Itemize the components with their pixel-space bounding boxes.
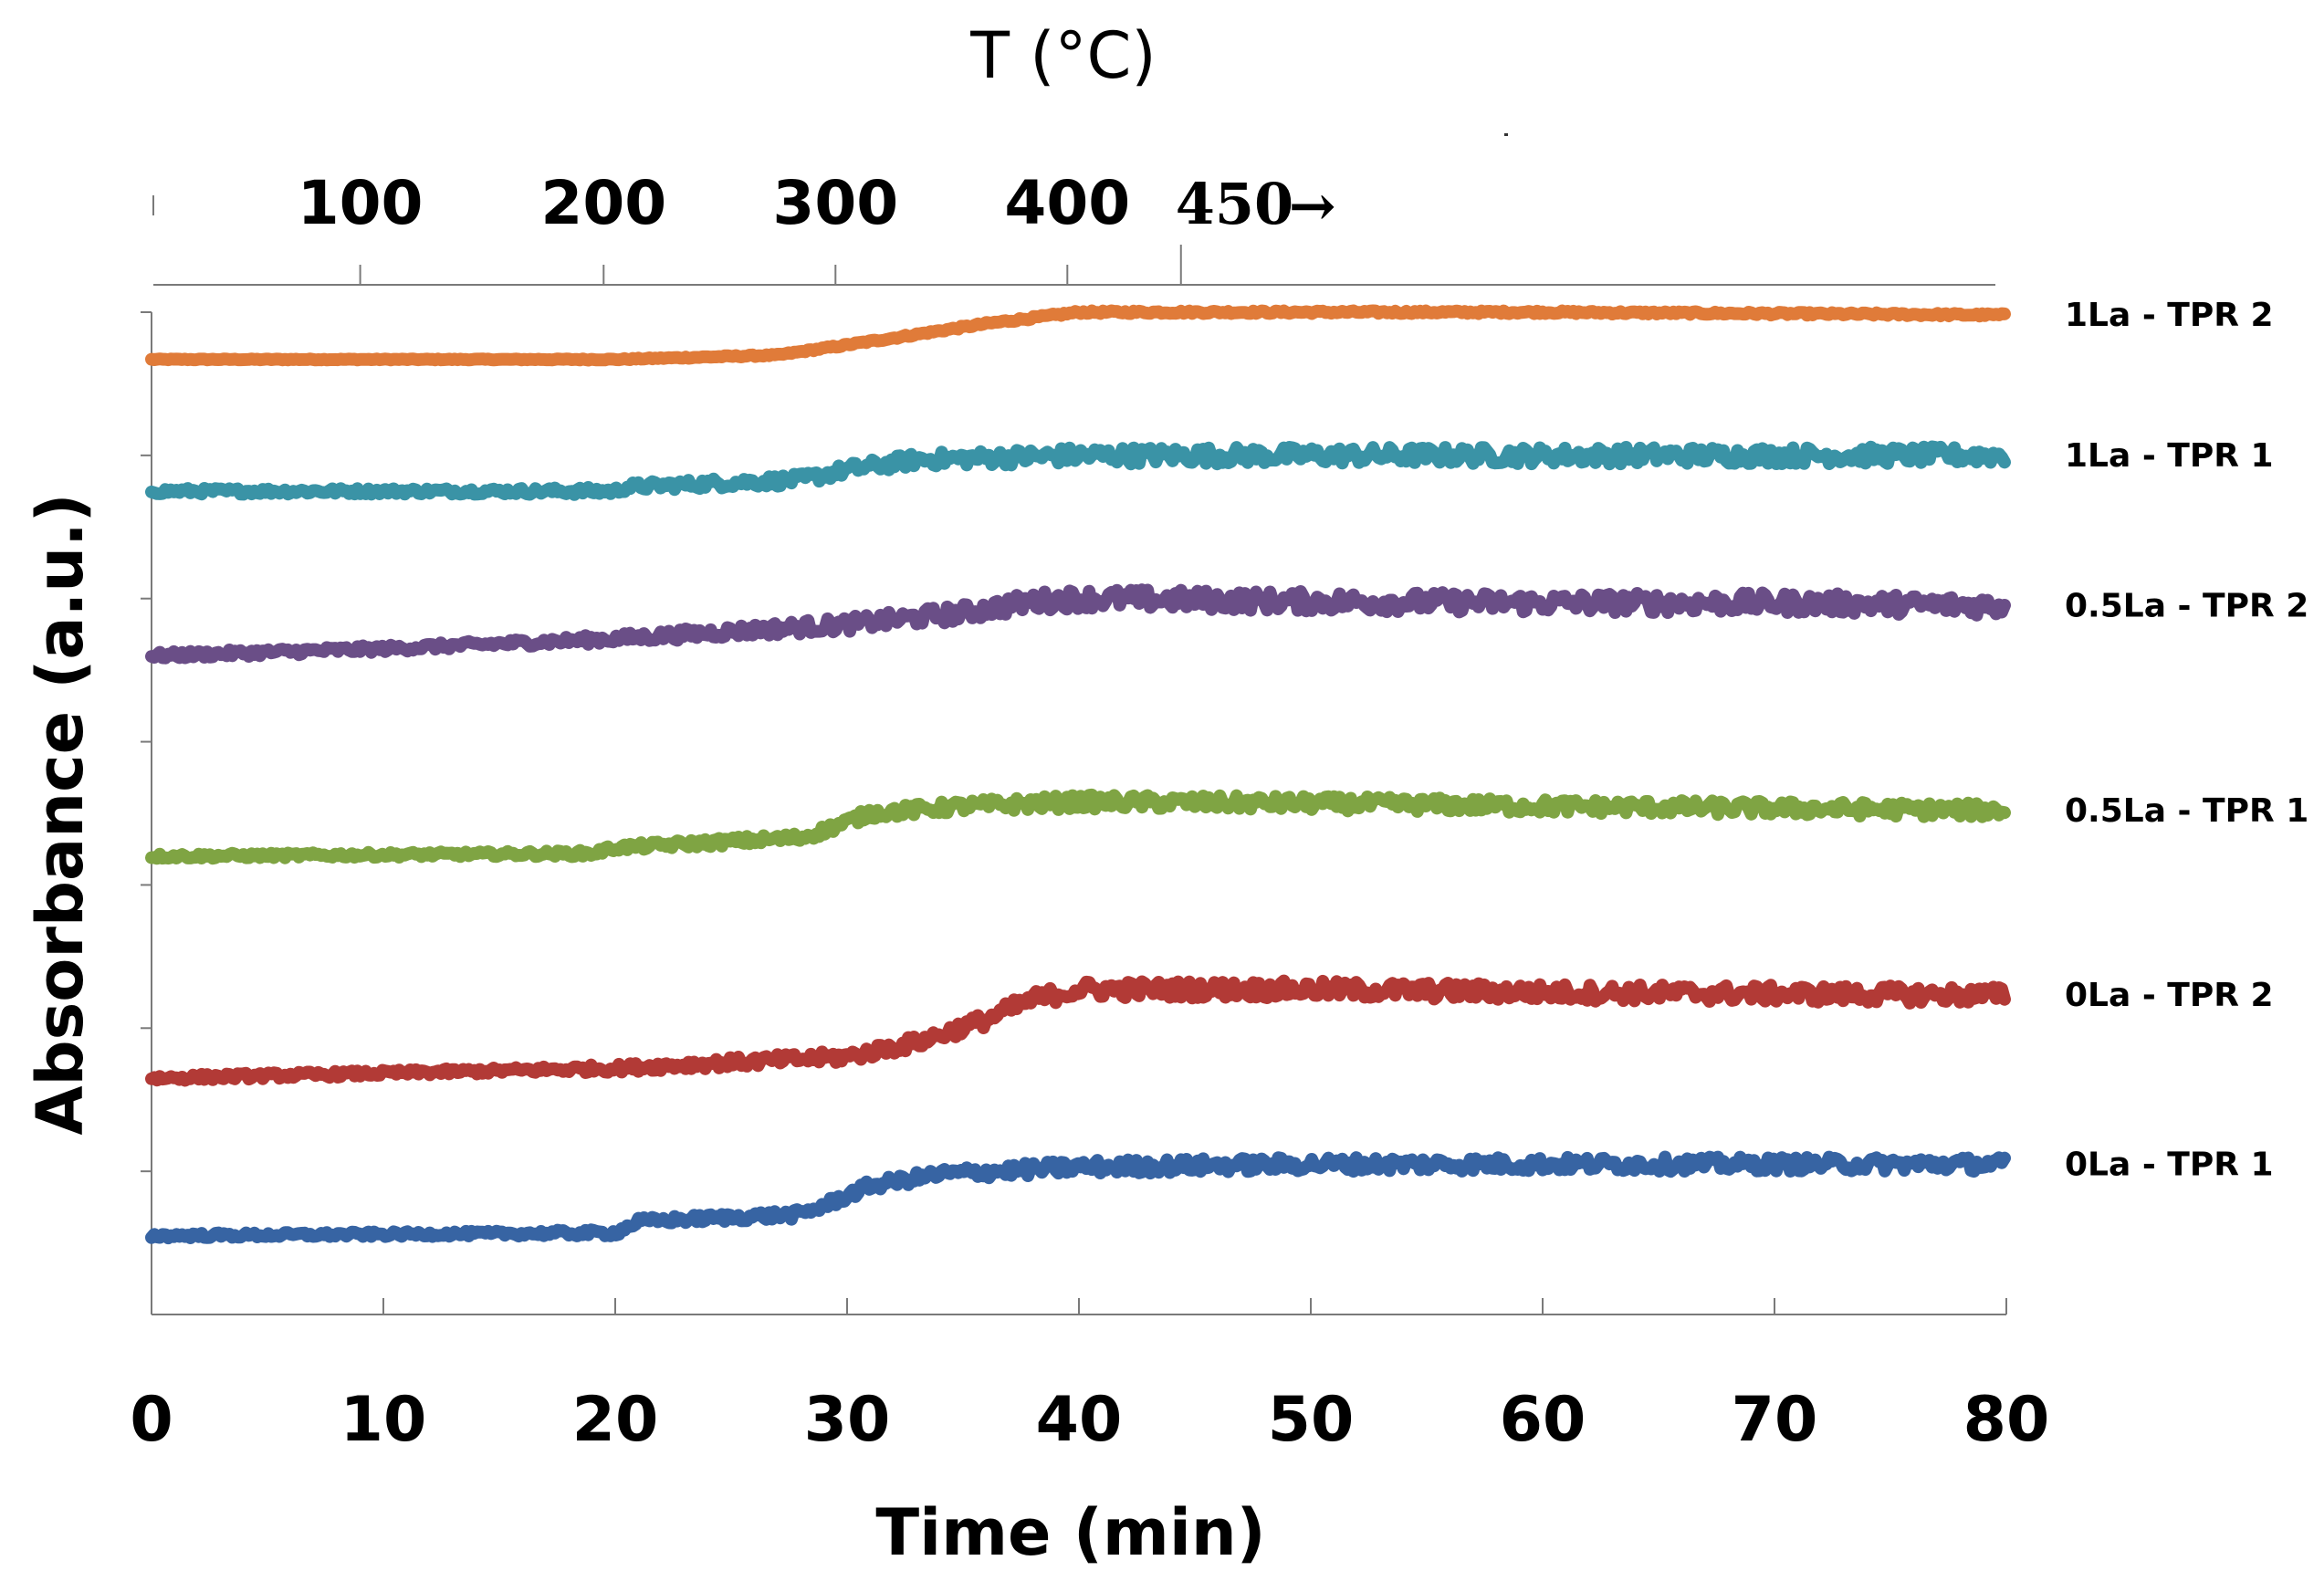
y-axis-ticks xyxy=(141,311,152,1173)
series-label-1la-tpr-1: 1La - TPR 1 xyxy=(2065,437,2274,475)
top-tick-label: 400 xyxy=(1004,168,1130,238)
x-tick-label: 10 xyxy=(340,1384,427,1456)
x-tick-label: 70 xyxy=(1732,1384,1818,1456)
series-line-0-5la-tpr-1 xyxy=(145,788,2011,865)
top-tick-label: 200 xyxy=(540,168,666,238)
arrow-icon: → xyxy=(1289,173,1336,239)
series-line-1la-tpr-1 xyxy=(145,440,2011,501)
y-axis-title: Absorbance (a.u.) xyxy=(23,493,98,1135)
series-group xyxy=(145,304,2011,1245)
x-axis-title: Time (min) xyxy=(875,1495,1265,1570)
x-tick-label: 50 xyxy=(1268,1384,1355,1456)
x-tick-label: 0 xyxy=(130,1384,173,1456)
x-axis-ticks: 0 10 20 30 40 50 60 70 80 xyxy=(130,1298,2049,1456)
series-label-0-5la-tpr-2: 0.5La - TPR 2 xyxy=(2065,588,2308,625)
top-axis-ticks: 100 200 300 400 450→ xyxy=(152,168,1336,285)
top-tick-label: 300 xyxy=(772,168,898,238)
x-tick-label: 20 xyxy=(572,1384,659,1456)
series-label-1la-tpr-2: 1La - TPR 2 xyxy=(2065,297,2274,334)
series-line-0la-tpr-2 xyxy=(145,974,2011,1087)
series-label-0la-tpr-2: 0La - TPR 2 xyxy=(2065,977,2274,1014)
x-tick-label: 80 xyxy=(1963,1384,2050,1456)
series-label-0la-tpr-1: 0La - TPR 1 xyxy=(2065,1146,2274,1183)
stray-mark xyxy=(1504,133,1508,136)
top-axis-title: T (°C) xyxy=(969,18,1157,93)
x-tick-label: 40 xyxy=(1036,1384,1123,1456)
series-line-0-5la-tpr-2 xyxy=(145,583,2011,665)
series-line-1la-tpr-2 xyxy=(145,304,2011,367)
series-label-0-5la-tpr-1: 0.5La - TPR 1 xyxy=(2065,792,2308,830)
series-labels: 1La - TPR 2 1La - TPR 1 0.5La - TPR 2 0.5La… xyxy=(2065,297,2308,1183)
top-tick-label: 100 xyxy=(298,168,424,238)
x-tick-label: 30 xyxy=(804,1384,891,1456)
x-tick-label: 60 xyxy=(1500,1384,1586,1456)
top-tick-label: 450 xyxy=(1176,171,1293,237)
series-line-0la-tpr-1 xyxy=(145,1150,2011,1245)
